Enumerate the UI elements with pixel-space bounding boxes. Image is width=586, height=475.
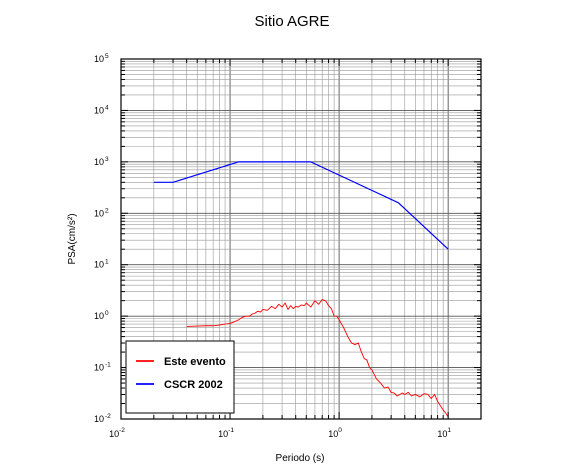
x-tick-label: 10-2	[109, 427, 125, 439]
y-tick-label: 10	[94, 208, 104, 218]
legend: Este evento CSCR 2002	[125, 340, 235, 414]
y-tick-exponent: 1	[105, 259, 109, 266]
x-tick-label: 101	[437, 427, 451, 439]
y-tick-label: 10	[94, 157, 104, 167]
legend-box	[125, 340, 235, 414]
y-tick-label: 10	[94, 54, 104, 64]
y-tick-label: 10	[94, 105, 104, 115]
y-axis-label: PSA(cm/s²)	[67, 213, 78, 264]
x-tick-label: 10-1	[218, 427, 234, 439]
series-layer	[153, 161, 449, 418]
x-axis-label: Periodo (s)	[276, 453, 325, 464]
x-tick-labels: 10-2 10-1 100 101	[109, 427, 451, 439]
x-tick-label: 100	[328, 427, 342, 439]
y-tick-exponent: 4	[105, 104, 109, 111]
y-tick-exponent: 0	[105, 310, 109, 317]
series-line-cscr-2002	[153, 161, 449, 250]
y-tick-exponent: 2	[105, 207, 109, 214]
y-tick-label: 10	[94, 260, 104, 270]
legend-label-este-evento: Este evento	[164, 356, 226, 368]
plot-frame	[120, 58, 482, 420]
y-tick-label: 10	[94, 363, 104, 373]
y-tick-exponent: -2	[105, 413, 111, 420]
y-tick-exponent: 3	[105, 156, 109, 163]
y-tick-label: 10	[94, 311, 104, 321]
chart-title: Sitio AGRE	[254, 13, 329, 30]
legend-label-cscr-2002: CSCR 2002	[164, 379, 223, 391]
y-tick-exponent: -1	[105, 362, 111, 369]
series-line-este-evento	[186, 299, 449, 418]
y-tick-label: 10	[94, 414, 104, 424]
axis-ticks	[120, 58, 482, 420]
y-tick-exponent: 5	[105, 53, 109, 60]
